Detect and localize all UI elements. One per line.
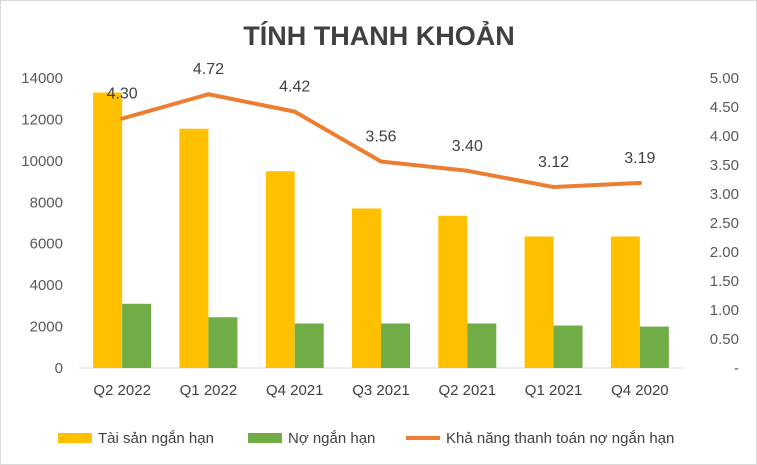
bar-no-ngan-han [639, 326, 669, 368]
legend-no-ngan-han: Nợ ngắn hạn [248, 430, 375, 447]
ratio-point [465, 168, 470, 173]
right-tick-label: 0.50 [710, 331, 739, 348]
ratio-data-label: 3.19 [624, 150, 655, 167]
left-tick-label: 6000 [30, 236, 63, 253]
left-tick-label: 10000 [21, 153, 63, 170]
ratio-data-label: 4.42 [279, 79, 310, 96]
bar-tai-san-ngan-han [524, 236, 554, 368]
left-tick-label: 2000 [30, 319, 63, 336]
category-label: Q2 2022 [93, 382, 151, 399]
legend-swatch [248, 433, 282, 443]
bar-tai-san-ngan-han [438, 215, 468, 368]
bar-no-ngan-han [294, 323, 324, 368]
bar-no-ngan-han [208, 317, 238, 368]
category-label: Q4 2021 [266, 382, 324, 399]
right-tick-label: 1.50 [710, 273, 739, 290]
bar-tai-san-ngan-han [93, 92, 123, 368]
category-label: Q3 2021 [352, 382, 410, 399]
ratio-data-label: 3.12 [538, 154, 569, 171]
right-tick-label: 3.00 [710, 186, 739, 203]
legend-label: Nợ ngắn hạn [288, 430, 375, 447]
bar-no-ngan-han [553, 325, 583, 368]
left-axis: 0 2000 4000 6000 8000 10000 12000 14000 [21, 70, 63, 377]
right-axis: - 0.50 1.00 1.50 2.00 2.50 3.00 3.50 4.00 4.50 5.0… [710, 70, 739, 377]
bar-no-ngan-han [122, 303, 152, 368]
bar-tai-san-ngan-han [179, 128, 209, 368]
legend-kha-nang-thanh-toan: Khả năng thanh toán nợ ngắn hạn [406, 430, 674, 447]
category-label: Q1 2022 [180, 382, 238, 399]
right-tick-label: 2.00 [710, 244, 739, 261]
right-tick-label: 2.50 [710, 215, 739, 232]
bar-tai-san-ngan-han [352, 208, 381, 368]
legend-label: Tài sản ngắn hạn [98, 430, 214, 447]
left-tick-label: 0 [55, 360, 63, 377]
bar-tai-san-ngan-han [265, 171, 295, 368]
ratio-point [120, 116, 125, 121]
ratio-point [551, 185, 556, 190]
bar-no-ngan-han [467, 323, 497, 368]
left-tick-label: 14000 [21, 70, 63, 87]
chart-title: TÍNH THANH KHOẢN [243, 19, 514, 51]
ratio-point [379, 159, 383, 164]
ratio-data-label: 4.72 [193, 61, 224, 78]
right-tick-label: - [734, 360, 739, 377]
right-tick-label: 4.50 [710, 99, 739, 116]
line-series: 4.30 4.72 4.42 3.56 3.40 3.12 3.19 [107, 61, 656, 190]
left-tick-label: 12000 [21, 111, 63, 128]
legend-swatch [58, 433, 92, 443]
right-tick-label: 1.00 [710, 302, 739, 319]
legend-label: Khả năng thanh toán nợ ngắn hạn [446, 430, 674, 447]
legend-tai-san-ngan-han: Tài sản ngắn hạn [58, 430, 214, 447]
ratio-point [206, 92, 211, 97]
category-label: Q2 2021 [439, 382, 497, 399]
category-label: Q4 2020 [611, 382, 669, 399]
ratio-point [637, 180, 642, 185]
left-tick-label: 8000 [30, 194, 63, 211]
left-tick-label: 4000 [30, 277, 63, 294]
ratio-point [292, 109, 297, 114]
bar-no-ngan-han [381, 323, 410, 368]
right-tick-label: 4.00 [710, 128, 739, 145]
legend: Tài sản ngắn hạn Nợ ngắn hạn Khả năng than… [58, 430, 674, 447]
right-tick-label: 5.00 [710, 70, 739, 87]
bar-tai-san-ngan-han [610, 236, 640, 368]
category-label: Q1 2021 [525, 382, 583, 399]
bar-series [93, 92, 669, 368]
ratio-data-label: 3.40 [452, 138, 483, 155]
ratio-data-label: 3.56 [365, 129, 396, 146]
category-axis: Q2 2022 Q1 2022 Q4 2021 Q3 2021 Q2 2021 Q1 20… [93, 382, 668, 399]
ratio-data-label: 4.30 [107, 86, 138, 103]
right-tick-label: 3.50 [710, 157, 739, 174]
